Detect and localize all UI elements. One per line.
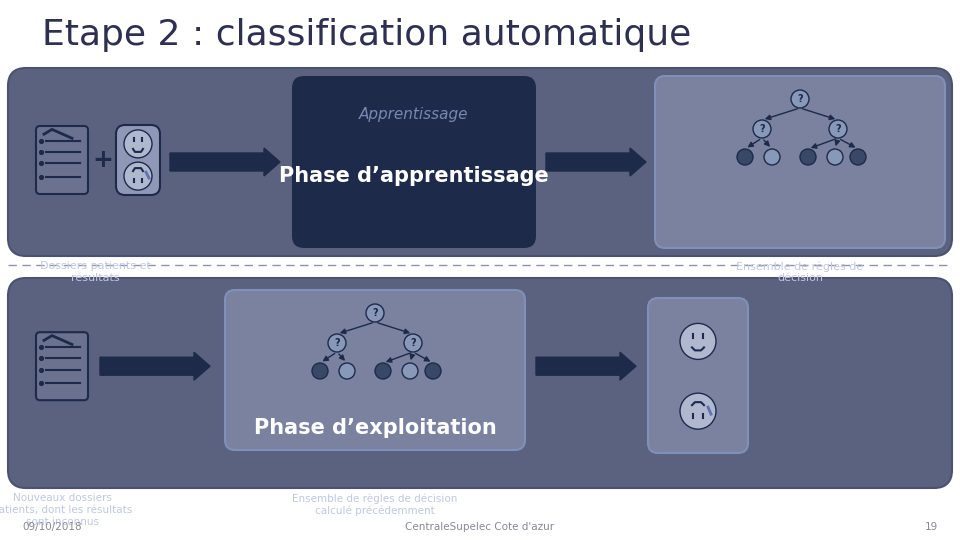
Text: ?: ?	[334, 338, 340, 348]
Circle shape	[124, 162, 152, 190]
Text: 09/10/2018: 09/10/2018	[22, 522, 82, 532]
Circle shape	[402, 363, 418, 379]
Circle shape	[124, 130, 152, 158]
FancyBboxPatch shape	[8, 68, 952, 256]
FancyArrow shape	[546, 148, 646, 176]
Circle shape	[829, 120, 847, 138]
FancyBboxPatch shape	[8, 278, 952, 488]
Circle shape	[764, 149, 780, 165]
Text: Apprentissage: Apprentissage	[359, 106, 468, 122]
Text: ?: ?	[759, 124, 765, 134]
FancyBboxPatch shape	[116, 125, 160, 195]
Circle shape	[375, 363, 391, 379]
FancyArrow shape	[100, 352, 210, 380]
FancyBboxPatch shape	[292, 76, 536, 248]
FancyBboxPatch shape	[225, 290, 525, 450]
Circle shape	[366, 304, 384, 322]
Text: +: +	[92, 148, 113, 172]
Circle shape	[791, 90, 809, 108]
Text: Nouveaux dossiers
patients, dont les résultats
sont inconnus: Nouveaux dossiers patients, dont les rés…	[0, 493, 132, 527]
Text: Etape 2 : classification automatique: Etape 2 : classification automatique	[42, 18, 691, 52]
Circle shape	[680, 393, 716, 429]
Circle shape	[404, 334, 422, 352]
Text: 19: 19	[924, 522, 938, 532]
Text: Ensemble de règles de décision
calculé précédemment: Ensemble de règles de décision calculé p…	[292, 493, 458, 516]
Circle shape	[827, 149, 843, 165]
Text: Phase d’exploitation: Phase d’exploitation	[253, 418, 496, 438]
FancyArrow shape	[170, 148, 280, 176]
Circle shape	[312, 363, 328, 379]
Text: Dossiers patients et
résultats: Dossiers patients et résultats	[39, 261, 151, 282]
Circle shape	[737, 149, 753, 165]
FancyBboxPatch shape	[655, 76, 945, 248]
Text: Phase d’apprentissage: Phase d’apprentissage	[279, 166, 549, 186]
Text: ?: ?	[372, 308, 378, 318]
Circle shape	[753, 120, 771, 138]
Text: ?: ?	[835, 124, 841, 134]
Circle shape	[328, 334, 346, 352]
Text: ?: ?	[410, 338, 416, 348]
Text: ?: ?	[797, 94, 803, 104]
FancyArrow shape	[536, 352, 636, 380]
Text: CentraleSupelec Cote d'azur: CentraleSupelec Cote d'azur	[405, 522, 555, 532]
Text: Ensemble de règles de
décision: Ensemble de règles de décision	[736, 261, 864, 283]
Circle shape	[850, 149, 866, 165]
Circle shape	[800, 149, 816, 165]
FancyBboxPatch shape	[36, 126, 88, 194]
Circle shape	[339, 363, 355, 379]
FancyBboxPatch shape	[648, 298, 748, 453]
Circle shape	[680, 323, 716, 360]
FancyBboxPatch shape	[36, 332, 88, 400]
Text: Résultats: Résultats	[666, 493, 730, 506]
Circle shape	[425, 363, 441, 379]
